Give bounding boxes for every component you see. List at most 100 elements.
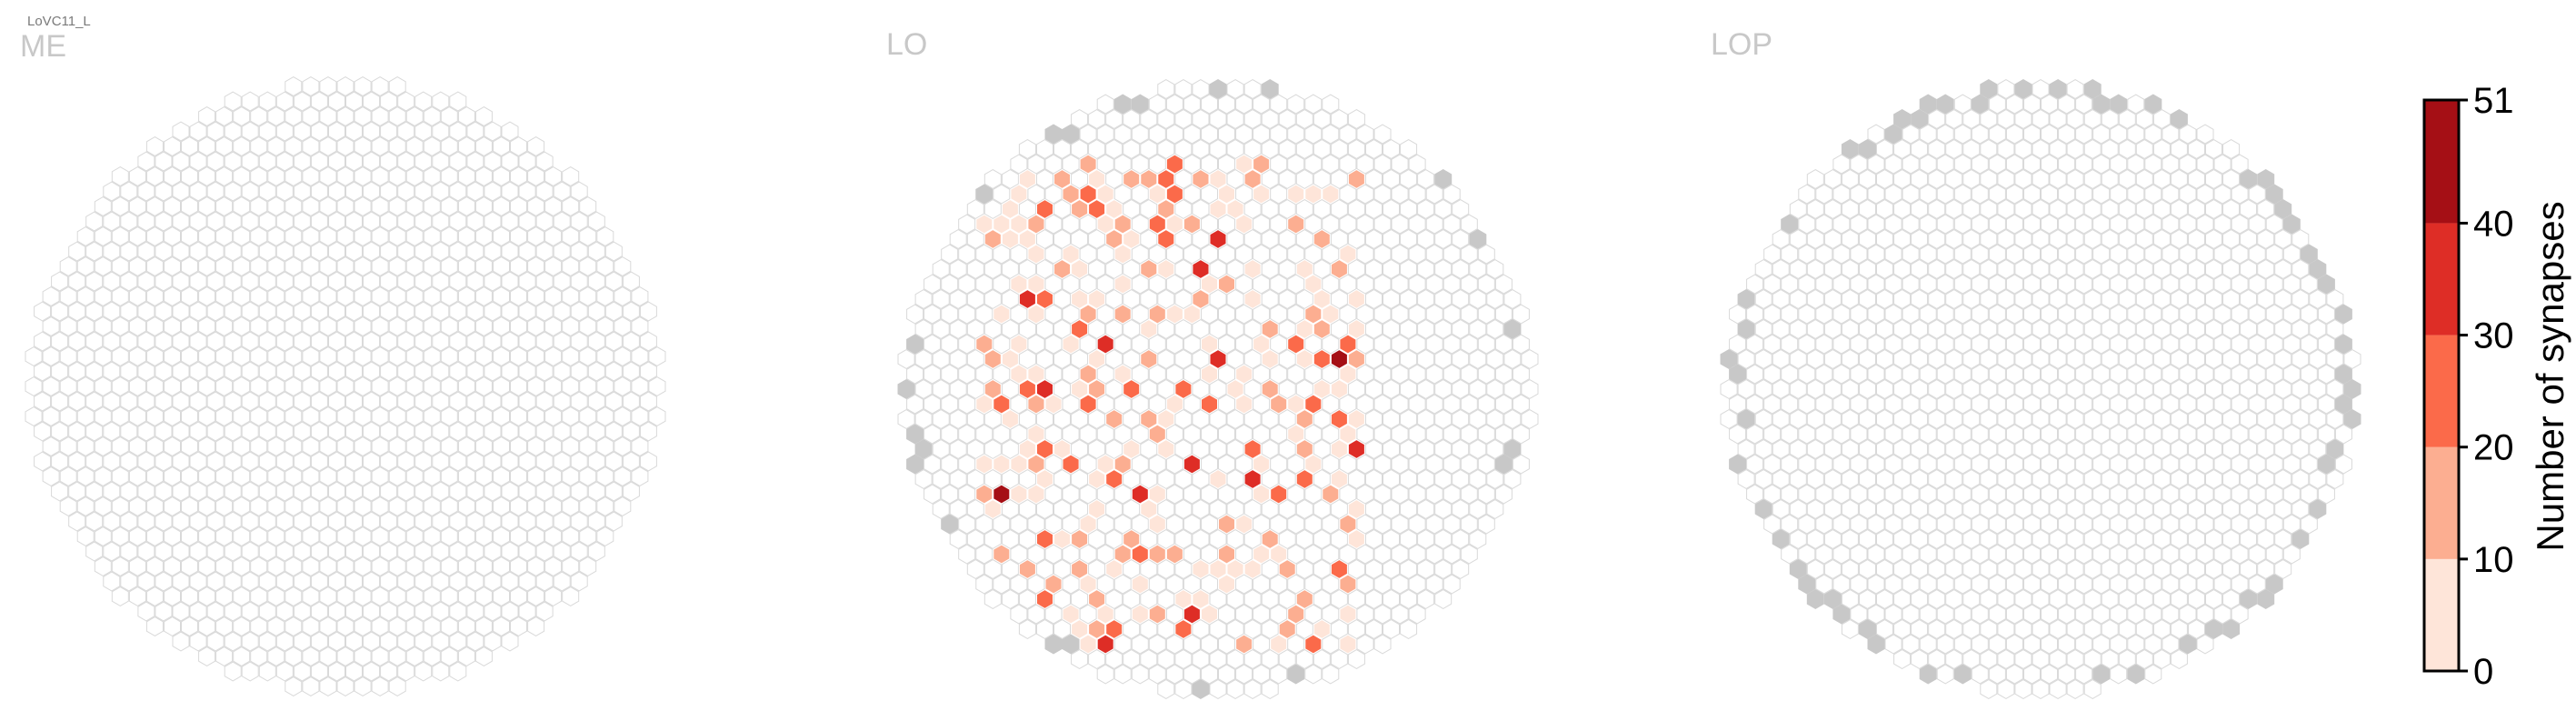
hex-column <box>2023 184 2041 205</box>
hex-column <box>2248 424 2266 445</box>
hex-column <box>1157 379 1175 399</box>
hex-column-synapse-bin-10-20 <box>1148 424 1166 445</box>
hex-column-outside <box>1737 319 1755 339</box>
hex-column <box>363 271 381 292</box>
hex-column <box>2066 559 2084 579</box>
hex-column <box>527 316 545 336</box>
hex-column <box>1278 169 1296 189</box>
hex-column <box>1383 529 1400 549</box>
hex-column <box>1192 469 1210 489</box>
hex-column <box>1876 529 1893 549</box>
hex-column <box>189 421 207 442</box>
hex-column <box>2023 394 2041 415</box>
hex-column <box>380 571 398 592</box>
hex-column <box>2326 379 2344 399</box>
hex-column <box>1062 304 1080 325</box>
hex-column <box>2205 319 2222 339</box>
hex-column <box>527 226 545 246</box>
hex-column <box>1201 124 1218 145</box>
hex-column <box>164 496 181 516</box>
hex-column <box>1936 304 1954 325</box>
hex-column <box>457 196 475 216</box>
hex-column <box>2101 529 2119 549</box>
hex-column <box>1313 139 1331 159</box>
hex-column <box>319 526 337 546</box>
hex-column <box>474 406 493 426</box>
hex-column-synapse-bin-10-20 <box>1071 199 1089 219</box>
hex-column <box>1434 199 1453 219</box>
hex-column <box>1823 529 1842 549</box>
hex-column <box>1902 124 1920 145</box>
hex-column <box>233 226 251 246</box>
hex-column <box>1772 439 1790 459</box>
hex-column-synapse-bin-10-20 <box>975 334 993 355</box>
hex-column-synapse-bin-1-10 <box>1339 424 1357 445</box>
hex-column <box>2188 259 2205 279</box>
hex-column <box>111 226 129 246</box>
hex-column <box>579 256 597 276</box>
hex-column-synapse-bin-1-10 <box>1001 409 1019 429</box>
hex-column <box>1859 229 1876 249</box>
hex-column <box>474 616 493 636</box>
hex-column <box>1339 154 1357 175</box>
hex-column <box>1243 79 1262 99</box>
hex-column <box>345 391 363 412</box>
hex-column-synapse-bin-1-10 <box>1027 364 1045 385</box>
hex-column <box>1347 259 1365 279</box>
hex-column <box>449 661 467 682</box>
hex-column-outside <box>2334 304 2352 325</box>
hex-column <box>2248 514 2266 535</box>
hex-column <box>363 571 381 592</box>
hex-column <box>2222 289 2241 309</box>
hex-column <box>1980 139 1998 159</box>
hex-column <box>2092 274 2111 295</box>
hex-column <box>302 226 320 246</box>
hex-column <box>319 106 337 126</box>
hex-column <box>2075 244 2093 265</box>
hex-column <box>1400 199 1418 219</box>
hex-column <box>1477 304 1495 325</box>
hex-column-synapse-bin-1-10 <box>1123 439 1141 459</box>
hex-column <box>1391 574 1409 595</box>
hex-column <box>2041 274 2058 295</box>
hex-column <box>1001 499 1019 519</box>
hex-column <box>1226 469 1244 489</box>
hex-column <box>1806 559 1824 579</box>
hex-column <box>111 586 129 606</box>
hex-column <box>1373 394 1392 415</box>
hex-column <box>2049 139 2067 159</box>
hex-column <box>1383 199 1400 219</box>
hex-column <box>1832 154 1851 175</box>
hex-column <box>1347 589 1365 609</box>
hex-column <box>2343 349 2361 369</box>
hex-column <box>1053 469 1071 489</box>
hex-column <box>440 196 458 216</box>
hex-column <box>85 451 104 472</box>
hex-column <box>206 181 225 202</box>
hex-column <box>1270 214 1288 235</box>
hex-column-synapse-bin-10-20 <box>1140 169 1158 189</box>
hex-column <box>2032 289 2050 309</box>
hex-column <box>983 589 1002 609</box>
hex-column <box>181 466 198 486</box>
hex-column <box>198 466 216 486</box>
hex-column <box>302 346 320 366</box>
hex-column <box>2075 604 2093 625</box>
hex-column <box>1911 349 1929 369</box>
hex-column <box>2231 364 2249 385</box>
hex-column <box>354 136 372 156</box>
hex-column <box>510 166 527 186</box>
hex-column <box>2213 424 2232 445</box>
hex-column <box>1088 319 1106 339</box>
hex-column-synapse-bin-1-10 <box>1148 184 1166 205</box>
hex-column <box>2023 214 2041 235</box>
hex-column <box>1434 589 1453 609</box>
hex-column <box>2162 214 2180 235</box>
hex-column <box>172 481 190 502</box>
hex-column <box>103 391 121 412</box>
hex-column <box>1911 409 1929 429</box>
hex-column <box>2265 484 2283 505</box>
hex-column <box>631 286 649 306</box>
hex-column <box>1044 424 1063 445</box>
hex-column <box>1044 154 1063 175</box>
